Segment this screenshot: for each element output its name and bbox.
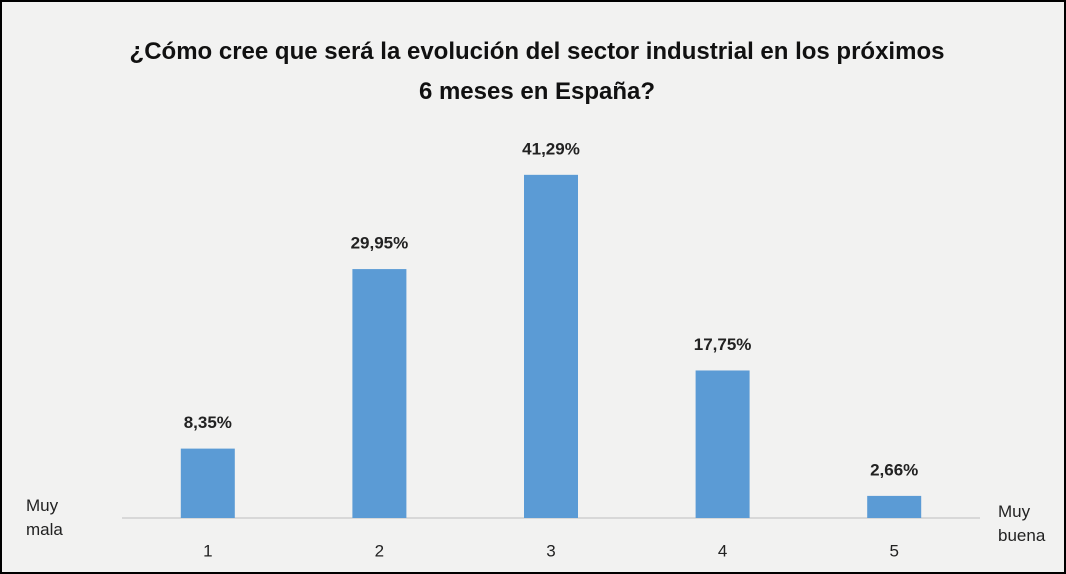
value-label: 41,29% (522, 139, 580, 158)
x-tick-label: 2 (375, 541, 384, 560)
bar (180, 448, 235, 518)
value-label: 2,66% (870, 460, 918, 479)
x-tick-label: 5 (889, 541, 898, 560)
bar (867, 495, 922, 518)
axis-note: Muy mala (26, 496, 63, 539)
value-label: 29,95% (351, 234, 409, 253)
x-tick-label: 3 (546, 541, 555, 560)
x-tick-label: 1 (203, 541, 212, 560)
bar (352, 269, 407, 518)
value-label: 8,35% (184, 413, 232, 432)
axis-note: Muy buena (998, 502, 1046, 545)
bar (695, 370, 750, 518)
x-tick-label: 4 (718, 541, 727, 560)
bar (524, 174, 578, 518)
value-label: 17,75% (694, 335, 752, 354)
chart-title: ¿Cómo cree que será la evolución del sec… (129, 38, 945, 105)
